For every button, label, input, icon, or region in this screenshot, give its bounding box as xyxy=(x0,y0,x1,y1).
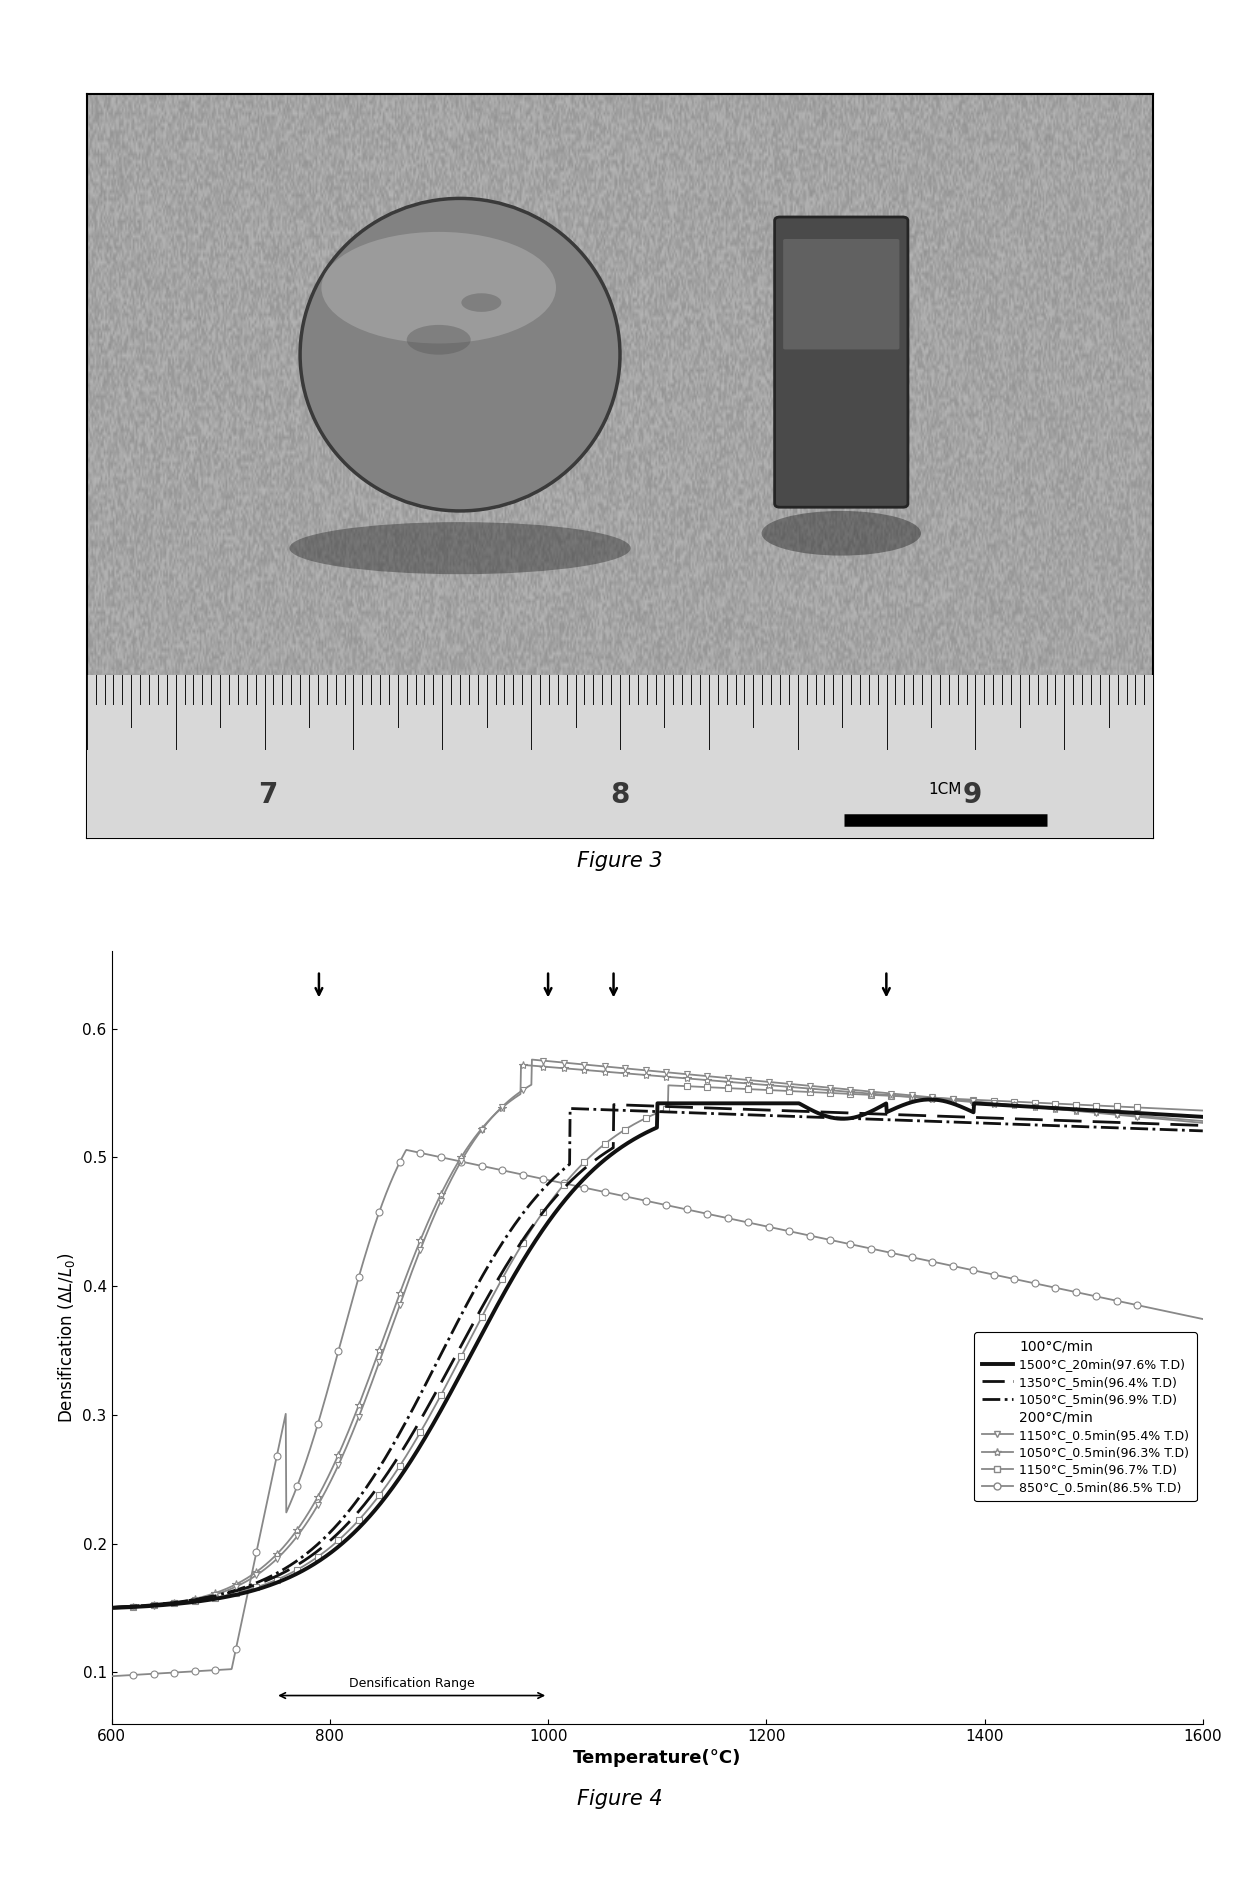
Ellipse shape xyxy=(761,511,921,556)
Ellipse shape xyxy=(289,522,631,575)
Text: 1CM: 1CM xyxy=(929,782,962,797)
Text: Figure 3: Figure 3 xyxy=(577,852,663,870)
Text: Figure 4: Figure 4 xyxy=(577,1790,663,1809)
Ellipse shape xyxy=(300,198,620,511)
FancyBboxPatch shape xyxy=(775,217,908,507)
Text: 8: 8 xyxy=(610,780,630,808)
Ellipse shape xyxy=(321,232,556,343)
X-axis label: Temperature(°C): Temperature(°C) xyxy=(573,1748,742,1767)
Legend: 100°C/min, 1500°C_20min(97.6% T.D), 1350°C_5min(96.4% T.D), 1050°C_5min(96.9% T.: 100°C/min, 1500°C_20min(97.6% T.D), 1350… xyxy=(975,1332,1197,1502)
Text: Densification Range: Densification Range xyxy=(348,1677,475,1690)
Text: 7: 7 xyxy=(258,780,278,808)
FancyBboxPatch shape xyxy=(784,239,899,349)
Y-axis label: Densification ($\Delta L/L_0$): Densification ($\Delta L/L_0$) xyxy=(56,1253,77,1422)
Bar xyxy=(87,674,1153,838)
Ellipse shape xyxy=(461,294,501,313)
Text: 9: 9 xyxy=(962,780,982,808)
Ellipse shape xyxy=(407,324,471,354)
